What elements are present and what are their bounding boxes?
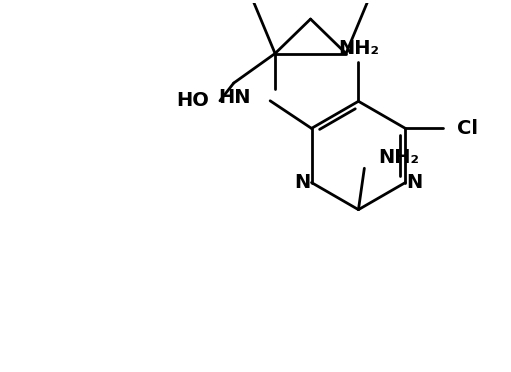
Text: HO: HO — [176, 91, 209, 110]
Text: N: N — [294, 173, 311, 192]
Text: N: N — [406, 173, 423, 192]
Text: NH₂: NH₂ — [378, 148, 419, 167]
Text: HN: HN — [218, 88, 250, 108]
Text: NH₂: NH₂ — [338, 39, 379, 58]
Text: Cl: Cl — [457, 119, 478, 138]
